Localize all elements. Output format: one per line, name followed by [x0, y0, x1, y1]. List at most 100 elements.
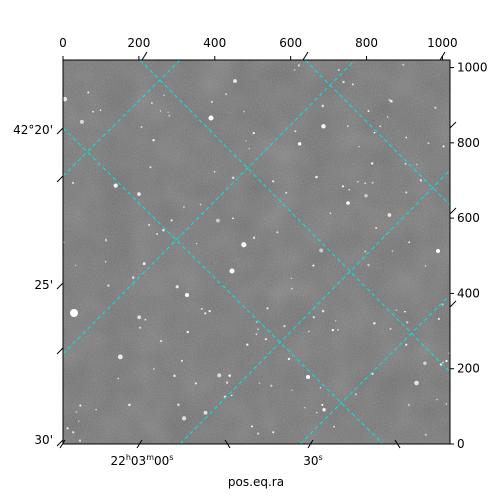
star: [140, 126, 143, 128]
star: [148, 223, 151, 226]
ra-tick-label-1: 30s: [303, 453, 322, 468]
star: [252, 132, 255, 135]
dec-tick-5: [449, 121, 457, 129]
star: [79, 404, 82, 407]
star: [180, 359, 183, 362]
star: [287, 357, 291, 361]
star: [245, 140, 247, 142]
dec-tick-2: [56, 282, 64, 290]
star: [405, 191, 408, 194]
plot-frame: [62, 59, 451, 445]
star: [370, 162, 374, 165]
star: [348, 188, 351, 191]
star: [319, 387, 322, 389]
star: [137, 192, 141, 196]
star: [255, 333, 258, 336]
star: [144, 318, 147, 321]
right-y-axis: 0 200 400 600 800 1000: [450, 61, 488, 451]
star-field: [63, 63, 450, 442]
star: [228, 374, 231, 377]
star: [248, 147, 251, 150]
star: [283, 324, 286, 328]
y-tick-label-4: 800: [457, 136, 480, 150]
star: [414, 380, 419, 386]
star: [441, 303, 444, 306]
star: [315, 175, 318, 179]
star: [194, 382, 197, 385]
star: [424, 265, 427, 267]
star: [225, 381, 229, 384]
star: [117, 354, 123, 360]
star: [204, 312, 207, 315]
star: [199, 203, 202, 206]
star: [276, 231, 279, 234]
star: [304, 406, 306, 409]
y-tick-label-3: 600: [457, 211, 480, 225]
star: [294, 130, 297, 133]
star: [181, 416, 187, 421]
star: [334, 320, 337, 322]
star: [297, 64, 300, 67]
grid-line-3: [63, 60, 356, 355]
star: [337, 69, 340, 71]
x-tick-label-4: 800: [355, 36, 378, 50]
star: [208, 310, 211, 313]
star: [72, 431, 75, 434]
star: [264, 338, 268, 341]
star: [389, 327, 392, 330]
top-x-axis: 0 200 400 600 800 1000: [59, 36, 458, 60]
star: [307, 330, 310, 333]
ra-tick-0: [59, 439, 66, 449]
star: [175, 285, 179, 289]
star: [427, 142, 430, 145]
grid-line-6: [299, 294, 450, 444]
star: [390, 99, 393, 103]
star: [405, 321, 409, 324]
x-tick-label-0: 0: [59, 36, 67, 50]
dec-tick-1: [56, 175, 64, 183]
sky-image: [63, 60, 450, 444]
star: [266, 307, 269, 310]
bright-star: [208, 115, 214, 121]
star: [347, 125, 349, 127]
star: [162, 228, 165, 232]
star: [373, 322, 376, 325]
star: [354, 393, 357, 396]
dec-tick-label-0: 42°20': [13, 123, 53, 137]
star: [342, 80, 345, 84]
ra-tick-3: [307, 439, 314, 449]
star: [375, 226, 378, 229]
star: [195, 242, 198, 245]
star: [117, 377, 119, 380]
star: [243, 110, 245, 113]
star: [170, 219, 173, 222]
star: [290, 277, 293, 280]
star: [358, 145, 360, 148]
star: [445, 359, 448, 363]
bright-star: [346, 201, 350, 205]
star: [321, 309, 325, 313]
star: [66, 427, 69, 430]
grid-line-1: [139, 60, 450, 373]
star: [252, 236, 256, 239]
star: [167, 111, 169, 114]
grid-line-2: [304, 60, 450, 206]
x-tick-label-3: 600: [279, 36, 302, 50]
star: [75, 411, 78, 413]
star: [316, 411, 318, 414]
star: [319, 248, 324, 253]
bright-star: [229, 268, 235, 274]
star: [321, 403, 324, 406]
bottom-ra-axis: [59, 51, 446, 449]
star: [258, 382, 261, 384]
star: [246, 343, 249, 346]
star: [441, 361, 444, 364]
star: [177, 403, 180, 407]
star: [434, 106, 437, 109]
star: [395, 309, 398, 311]
star: [159, 339, 163, 343]
star: [210, 100, 213, 103]
left-dec-axis: [56, 121, 457, 447]
star: [132, 276, 135, 279]
star: [371, 181, 374, 184]
